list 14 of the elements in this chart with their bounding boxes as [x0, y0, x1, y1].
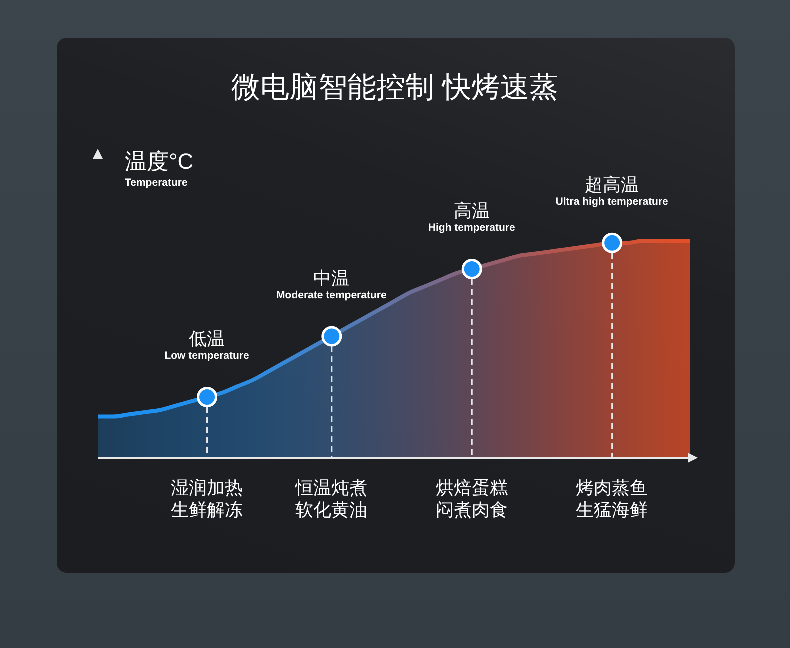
annotation: 高温 High temperature: [428, 201, 516, 234]
point: [462, 258, 482, 280]
point: [602, 232, 623, 254]
x-tick-label: 烤肉蒸鱼生猛海鲜: [576, 478, 648, 520]
annotation: 超高温 Ultra high temperature: [556, 175, 669, 208]
x-tick-label: 烘焙蛋糕闷煮肉食: [436, 478, 508, 520]
chart-title: 微电脑智能控制 快烤速蒸: [230, 71, 560, 106]
x-tick-label: 恒温炖煮软化黄油: [294, 478, 368, 520]
annotation: 低温 Low temperature: [164, 329, 250, 362]
x-tick-label: 湿润加热生鲜解冻: [171, 478, 244, 520]
annotation: 中温 Moderate temperature: [276, 268, 387, 302]
y-axis-title: 温度°C Temperature: [125, 149, 194, 190]
point: [322, 326, 342, 347]
point: [197, 386, 218, 408]
